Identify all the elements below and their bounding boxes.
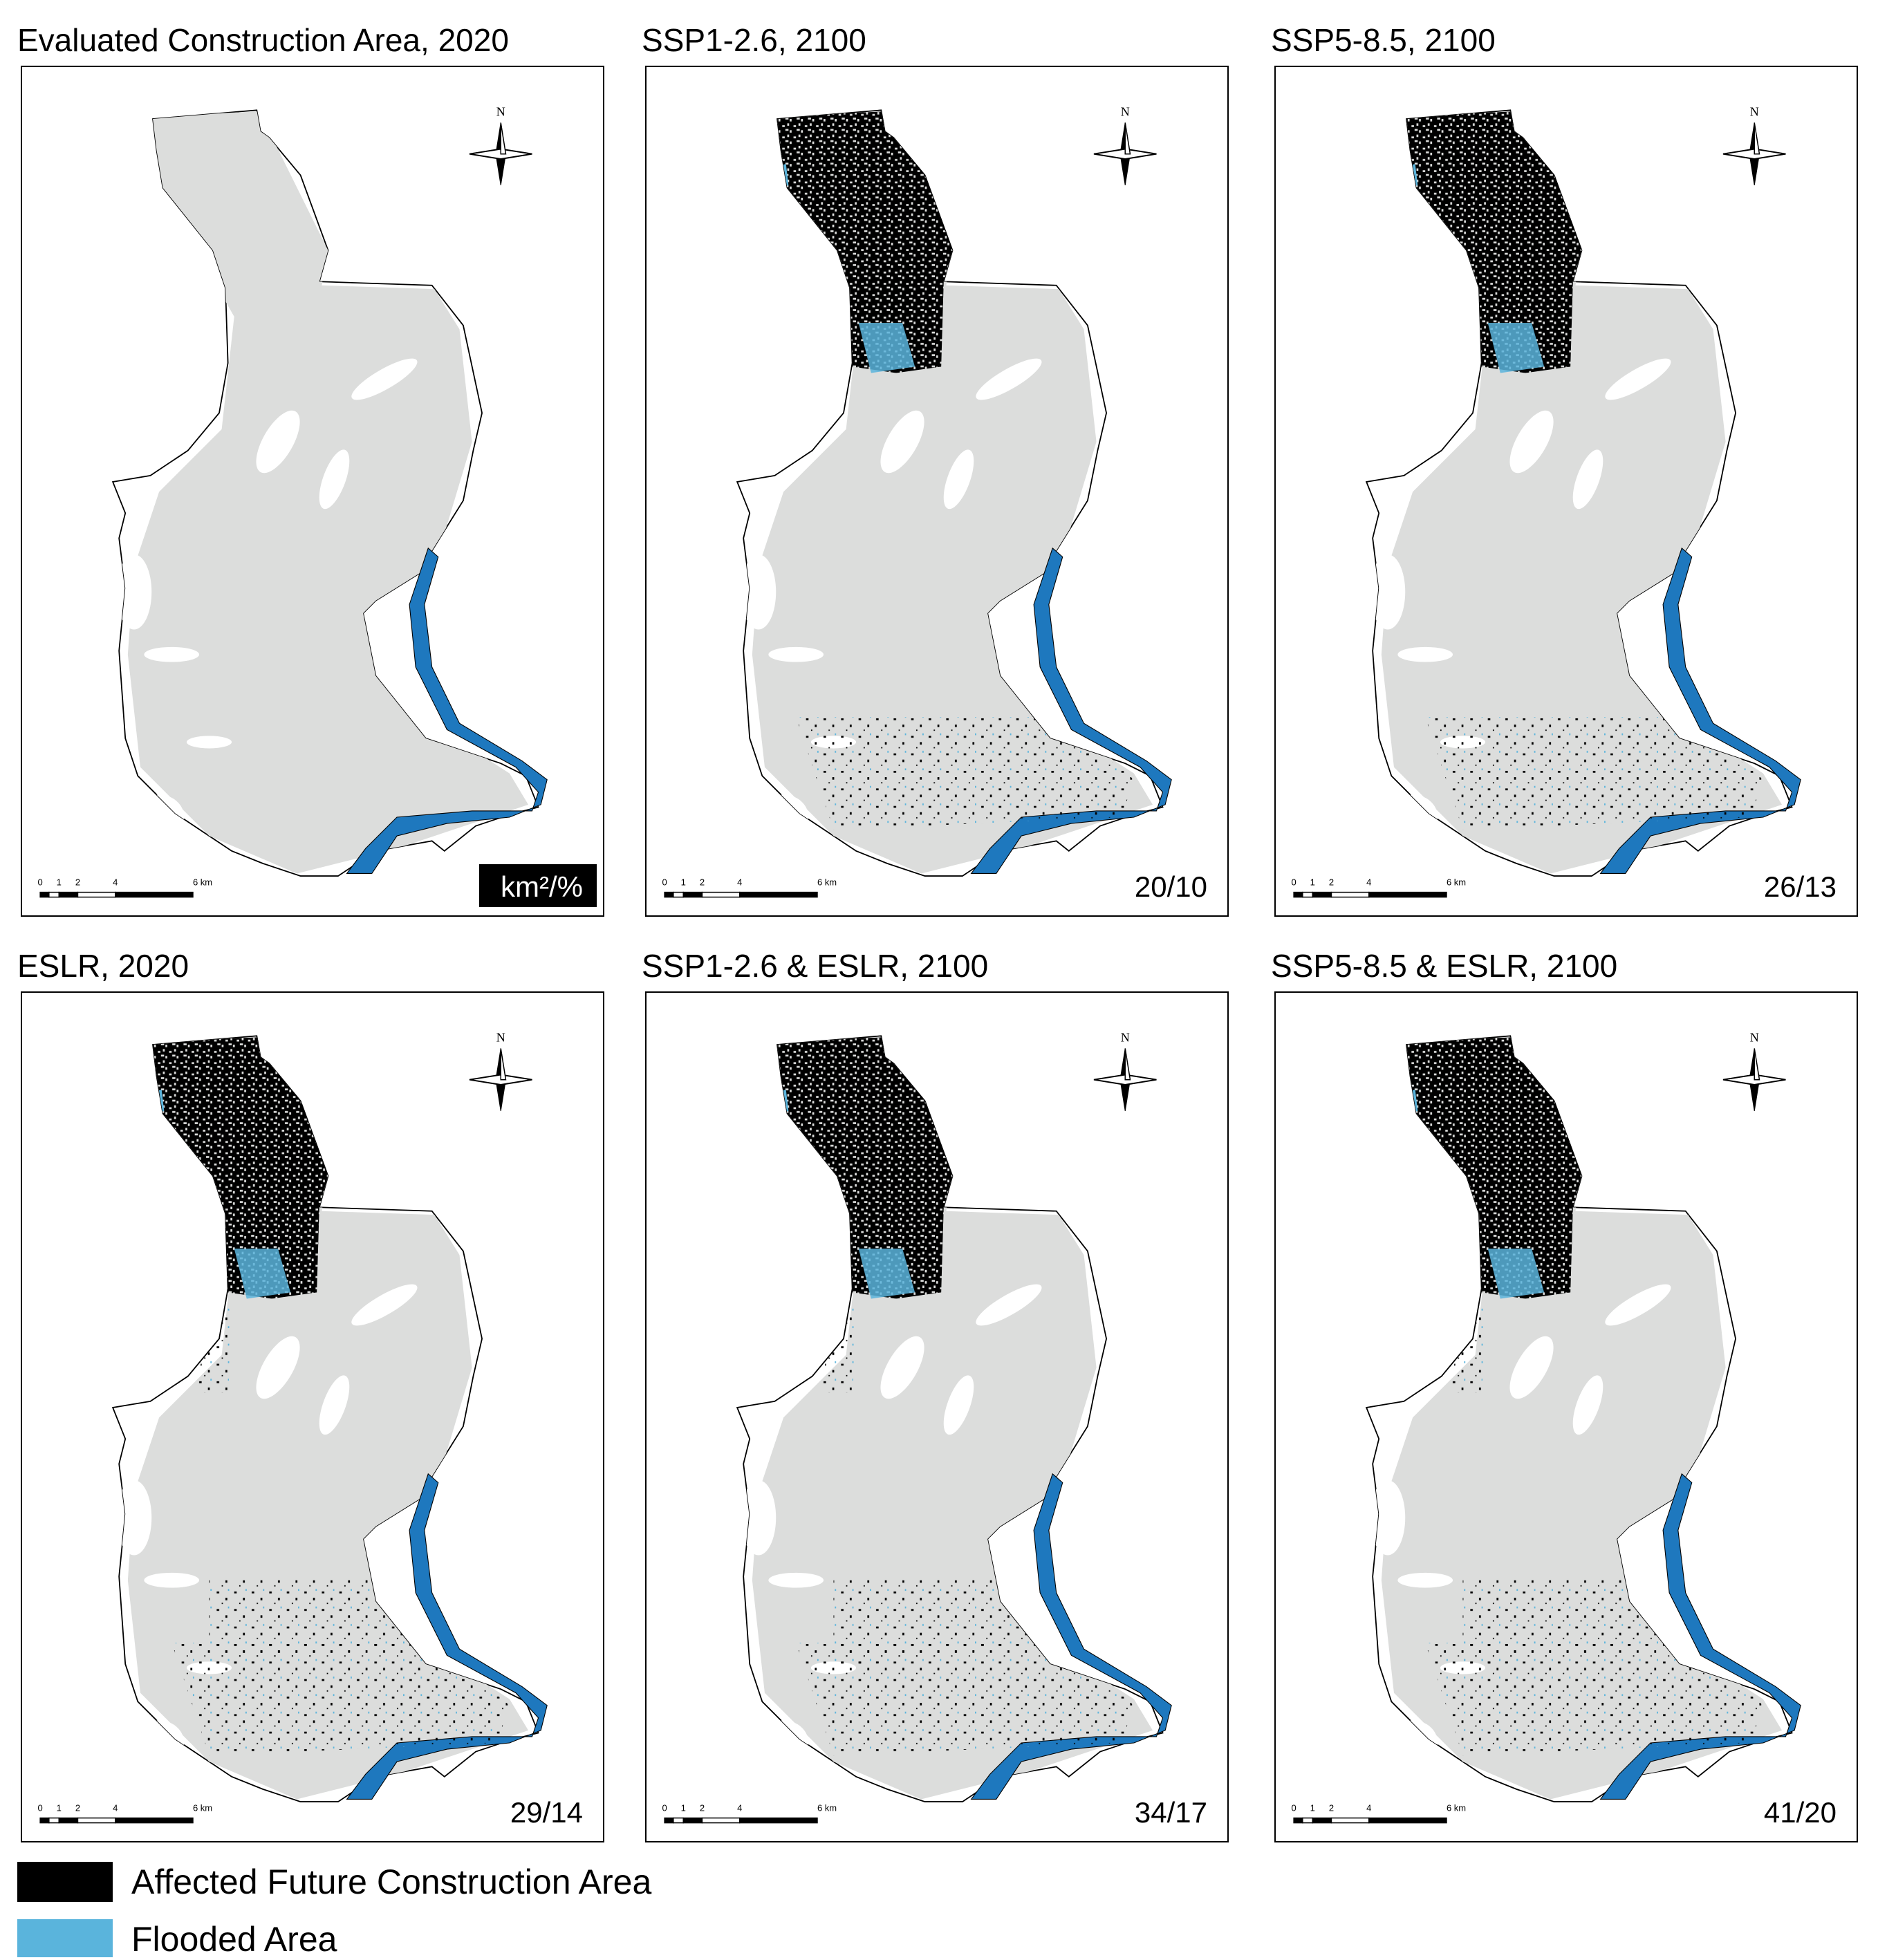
corner-label: 29/14: [510, 1796, 583, 1829]
scale-bar: [1293, 891, 1303, 898]
scale-label: 2: [75, 877, 80, 888]
scale-label: 0: [38, 1803, 43, 1813]
scale-label: 4: [1366, 1803, 1371, 1813]
compass-label: N: [496, 104, 505, 118]
compass: [500, 122, 507, 155]
scale-bar: [682, 1817, 703, 1824]
scale-label: 0: [662, 877, 667, 888]
compass: [1124, 1048, 1131, 1081]
scale-label: 1: [681, 1803, 686, 1813]
legend-label: Flooded Area: [131, 1920, 337, 1959]
scale-label: 6 km: [1447, 877, 1466, 888]
scale-bar: [58, 891, 79, 898]
scale-label: 0: [1292, 1803, 1296, 1813]
corner-label: 41/20: [1764, 1796, 1837, 1829]
corner-label: km²/%: [501, 870, 583, 903]
compass: [1754, 122, 1760, 155]
panel-title: SSP1-2.6, 2100: [642, 22, 866, 58]
compass-label: N: [1121, 104, 1130, 118]
scale-bar: [115, 1817, 194, 1824]
compass-label: N: [1121, 1030, 1130, 1044]
scale-bar: [115, 891, 194, 898]
scale-bar: [48, 891, 60, 898]
panel-title: SSP5-8.5, 2100: [1271, 22, 1496, 58]
scale-label: 1: [1310, 1803, 1315, 1813]
compass-label: N: [1750, 1030, 1759, 1044]
scale-bar: [1368, 891, 1447, 898]
scale-label: 6 km: [817, 1803, 837, 1813]
scale-bar: [58, 1817, 79, 1824]
map-panel: SSP5-8.5 & ESLR, 2100 N 0 1 2 4 6 km 41/20: [1271, 948, 1858, 1842]
corner-label: 34/17: [1135, 1796, 1207, 1829]
scale-bar: [1368, 1817, 1447, 1824]
scale-label: 1: [681, 877, 686, 888]
scale-bar: [1312, 1817, 1332, 1824]
legend-swatch: [17, 1919, 113, 1957]
scale-label: 2: [1329, 1803, 1334, 1813]
scale-bar: [701, 891, 741, 898]
scale-bar: [664, 1817, 674, 1824]
corner-label: 26/13: [1764, 870, 1837, 903]
scale-bar: [739, 1817, 818, 1824]
map-panel: Evaluated Construction Area, 2020 N 0 1 2 4 6 …: [17, 22, 604, 917]
scale-bar: [701, 1817, 741, 1824]
scale-label: 4: [113, 877, 118, 888]
scale-label: 4: [737, 877, 742, 888]
scale-bar: [1312, 891, 1332, 898]
panel-title: SSP5-8.5 & ESLR, 2100: [1271, 948, 1617, 984]
scale-bar: [1302, 1817, 1314, 1824]
scale-bar: [673, 891, 685, 898]
scale-bar: [77, 891, 116, 898]
scale-bar: [77, 1817, 116, 1824]
legend-label: Affected Future Construction Area: [131, 1863, 651, 1901]
compass-label: N: [1750, 104, 1759, 118]
scale-bar: [739, 891, 818, 898]
map-panel: SSP1-2.6 & ESLR, 2100 N 0 1 2 4 6 km 34/17: [642, 948, 1229, 1842]
scale-label: 2: [1329, 877, 1334, 888]
scale-label: 0: [662, 1803, 667, 1813]
scale-label: 2: [75, 1803, 80, 1813]
scale-label: 6 km: [193, 1803, 212, 1813]
scale-bar: [39, 1817, 50, 1824]
scale-label: 2: [700, 877, 705, 888]
scale-bar: [48, 1817, 60, 1824]
panel-title: ESLR, 2020: [17, 948, 189, 984]
compass: [500, 1048, 507, 1081]
scale-bar: [664, 891, 674, 898]
scale-label: 2: [700, 1803, 705, 1813]
scale-bar: [1302, 891, 1314, 898]
scale-bar: [1330, 1817, 1370, 1824]
scale-label: 4: [737, 1803, 742, 1813]
corner-label: 20/10: [1135, 870, 1207, 903]
scale-bar: [1330, 891, 1370, 898]
scale-label: 6 km: [193, 877, 212, 888]
scale-bar: [673, 1817, 685, 1824]
scale-bar: [39, 891, 50, 898]
scale-label: 6 km: [817, 877, 837, 888]
scale-label: 4: [1366, 877, 1371, 888]
map-panel: ESLR, 2020 N 0 1 2 4 6 km 29/14: [17, 948, 604, 1842]
scale-label: 4: [113, 1803, 118, 1813]
compass: [1124, 122, 1131, 155]
scale-label: 1: [57, 877, 62, 888]
legend-swatch: [17, 1862, 113, 1902]
compass-label: N: [496, 1030, 505, 1044]
map-panel: SSP5-8.5, 2100 N 0 1 2 4 6 km 26/13: [1271, 22, 1858, 917]
compass: [1754, 1048, 1760, 1081]
panel-title: Evaluated Construction Area, 2020: [17, 22, 509, 58]
scale-bar: [682, 891, 703, 898]
scale-label: 0: [1292, 877, 1296, 888]
panel-title: SSP1-2.6 & ESLR, 2100: [642, 948, 988, 984]
scale-label: 1: [57, 1803, 62, 1813]
scale-bar: [1293, 1817, 1303, 1824]
scale-label: 0: [38, 877, 43, 888]
scale-label: 6 km: [1447, 1803, 1466, 1813]
corner-box: [479, 864, 597, 907]
map-panel: SSP1-2.6, 2100 N 0 1 2 4 6 km 20/10: [642, 22, 1229, 917]
scale-label: 1: [1310, 877, 1315, 888]
